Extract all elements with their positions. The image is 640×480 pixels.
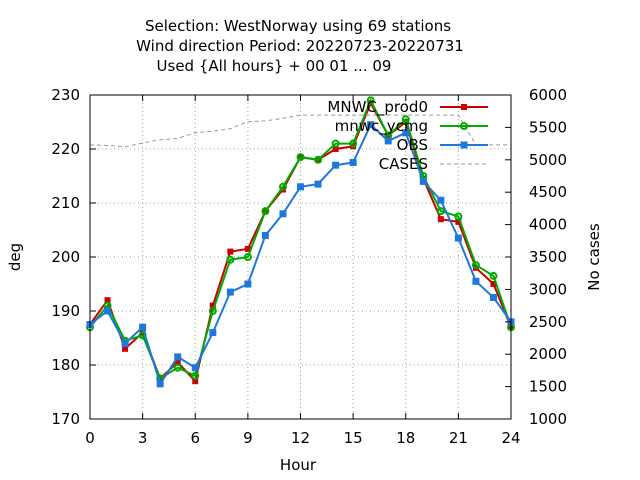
data-point — [349, 159, 357, 166]
data-point — [174, 353, 182, 361]
y-tick-label: 220 — [51, 140, 80, 158]
data-point — [104, 307, 112, 315]
y-tick-label: 230 — [51, 86, 80, 104]
data-point — [174, 359, 181, 366]
title-line-3: Used {All hours} + 00 01 ... 09 — [157, 57, 392, 75]
title-line-1: Selection: WestNorway using 69 stations — [145, 17, 451, 35]
y2-tick-label: 3000 — [529, 280, 567, 298]
data-point — [366, 96, 375, 105]
data-point — [296, 153, 305, 162]
data-point — [314, 155, 323, 164]
data-point — [122, 345, 129, 352]
x-tick-label: 21 — [449, 429, 468, 447]
x-tick-label: 0 — [85, 429, 95, 447]
data-point — [104, 297, 111, 304]
legend-label: MNWC_prod0 — [327, 98, 428, 117]
y2-tick-label: 6000 — [529, 86, 567, 104]
legend-marker — [460, 141, 468, 149]
y2-tick-label: 5000 — [529, 151, 567, 169]
y2-tick-label: 4500 — [529, 183, 567, 201]
y2-tick-label: 1500 — [529, 378, 567, 396]
data-point — [209, 329, 217, 337]
x-tick-label: 6 — [190, 429, 200, 447]
y-axis-label: deg — [6, 243, 24, 271]
data-point — [261, 207, 270, 216]
y-tick-label: 170 — [51, 410, 80, 428]
data-point — [490, 281, 497, 287]
series-line-mnwc-ycmg — [89, 97, 512, 380]
grid — [90, 95, 511, 419]
data-point — [401, 115, 410, 124]
data-point — [367, 121, 375, 129]
data-point — [261, 231, 269, 239]
data-point — [349, 139, 358, 148]
data-point — [192, 378, 199, 385]
data-point — [173, 363, 182, 372]
data-point — [226, 288, 234, 296]
data-point — [191, 364, 199, 372]
data-point — [332, 161, 340, 169]
legend-label: OBS — [397, 136, 428, 154]
data-point — [454, 234, 462, 242]
legend-label: mnwc_ycmg — [335, 117, 428, 136]
data-point — [121, 339, 129, 347]
data-point — [402, 129, 410, 137]
data-point — [314, 180, 322, 188]
y-tick-label: 200 — [51, 248, 80, 266]
data-point — [437, 216, 444, 223]
data-point — [278, 182, 287, 191]
data-point — [243, 253, 252, 261]
x-tick-label: 24 — [501, 429, 520, 447]
data-point — [384, 137, 392, 145]
data-point — [471, 261, 480, 270]
title-line-2: Wind direction Period: 20220723-20220731 — [136, 37, 464, 55]
data-point — [208, 307, 217, 315]
legend-marker — [460, 122, 468, 130]
legend-label: CASES — [379, 155, 428, 173]
data-point — [332, 146, 339, 152]
chart-title: Selection: WestNorway using 69 stations … — [136, 17, 464, 75]
data-point — [489, 271, 498, 280]
y2-tick-label: 2500 — [529, 313, 567, 331]
data-point — [139, 323, 147, 331]
data-point — [244, 245, 251, 252]
y2-axis-label: No cases — [585, 223, 603, 291]
data-point — [455, 218, 462, 225]
data-point — [156, 380, 164, 388]
y-tick-label: 210 — [51, 194, 80, 212]
y2-tick-label: 1000 — [529, 410, 567, 428]
data-point — [226, 255, 235, 264]
data-point — [279, 210, 287, 218]
data-point — [331, 139, 340, 148]
x-tick-label: 15 — [344, 429, 363, 447]
y2-tick-label: 3500 — [529, 248, 567, 266]
x-tick-label: 18 — [396, 429, 415, 447]
y2-tick-label: 4000 — [529, 216, 567, 234]
data-point — [227, 248, 234, 255]
data-point — [437, 196, 445, 204]
x-tick-label: 3 — [138, 429, 148, 447]
data-point — [244, 280, 252, 288]
y-tick-label: 180 — [51, 356, 80, 374]
legend-marker — [461, 104, 467, 110]
data-point — [419, 177, 427, 185]
y2-tick-label: 5500 — [529, 118, 567, 136]
x-tick-label: 9 — [243, 429, 253, 447]
data-point — [454, 212, 463, 221]
data-point — [209, 302, 216, 309]
x-axis-label: Hour — [280, 456, 317, 474]
data-point — [191, 371, 200, 380]
data-point — [297, 183, 304, 191]
ticks: 0 3 6 9 12 15 18 21 24 170 180 190 200 210 220 230 1000 1… — [51, 86, 567, 447]
data-point — [472, 277, 480, 285]
data-point — [436, 207, 445, 216]
y2-tick-label: 2000 — [529, 345, 567, 363]
series-line-cases — [89, 114, 511, 148]
data-point — [489, 294, 497, 301]
x-tick-label: 12 — [291, 429, 310, 447]
y-tick-label: 190 — [51, 302, 80, 320]
